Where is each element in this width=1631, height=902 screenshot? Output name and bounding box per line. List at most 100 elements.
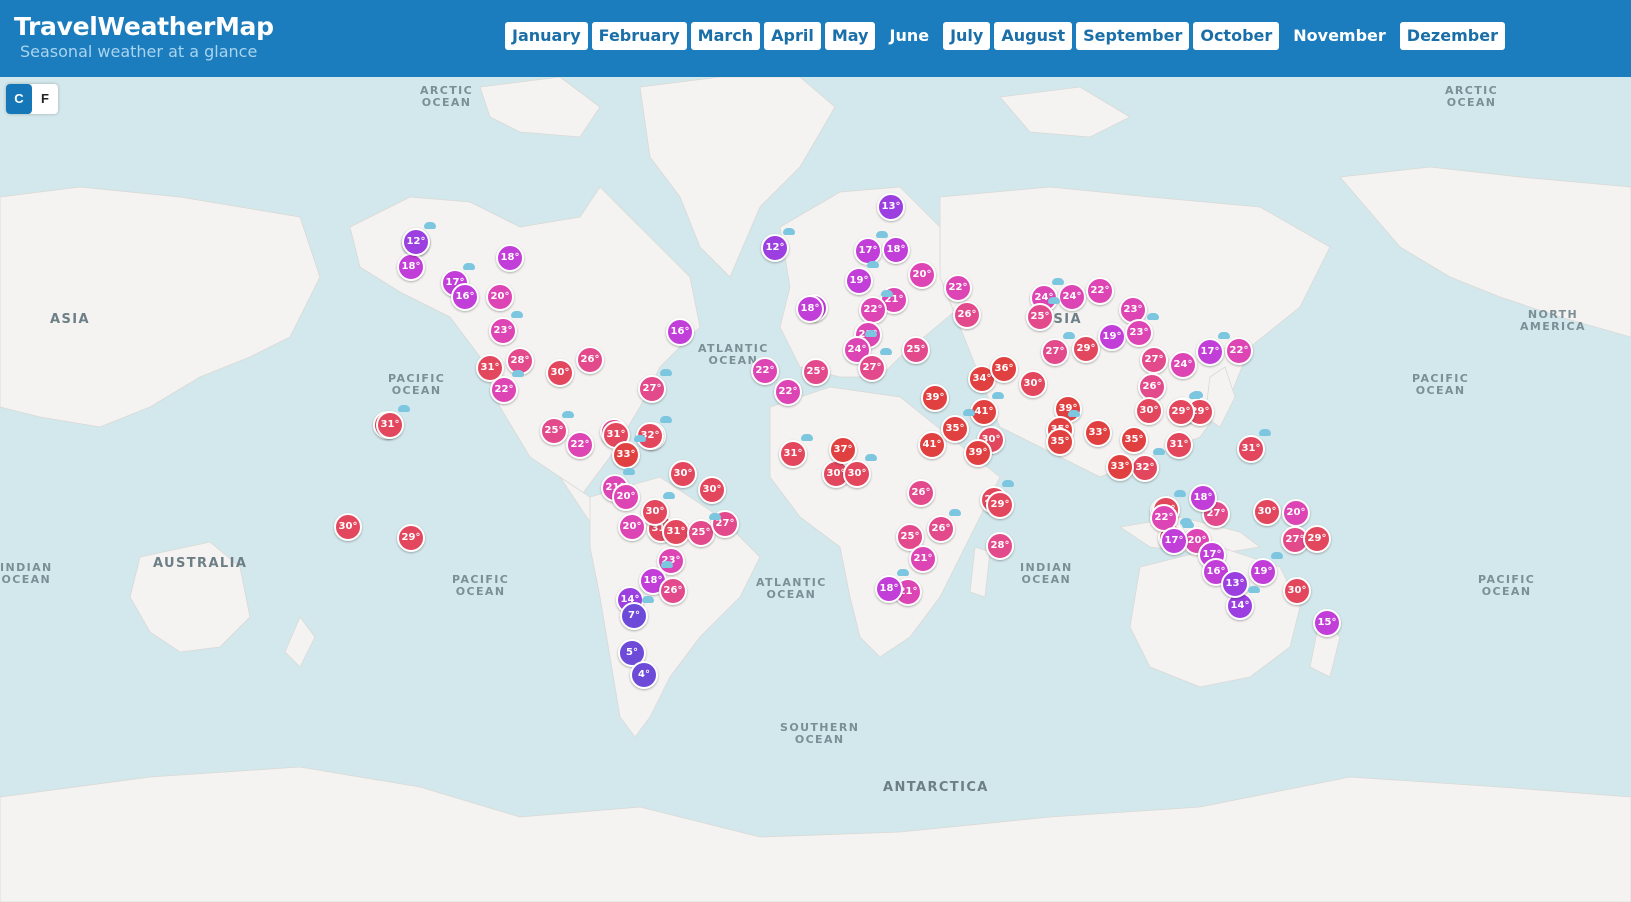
temperature-marker[interactable]: 29° — [1072, 335, 1100, 363]
temperature-marker[interactable]: 15° — [1313, 609, 1341, 637]
temperature-marker[interactable]: 7° — [620, 602, 648, 630]
temperature-marker[interactable]: 18° — [796, 295, 824, 323]
temperature-marker[interactable]: 33° — [1106, 453, 1134, 481]
celsius-button[interactable]: C — [6, 84, 32, 114]
month-button-dezember[interactable]: Dezember — [1399, 22, 1505, 50]
temperature-marker[interactable]: 18° — [397, 253, 425, 281]
temperature-marker[interactable]: 26° — [659, 577, 687, 605]
temperature-marker[interactable]: 18° — [1189, 484, 1217, 512]
temperature-marker[interactable]: 18° — [882, 236, 910, 264]
temperature-marker[interactable]: 22° — [944, 274, 972, 302]
temperature-marker[interactable]: 41° — [970, 398, 998, 426]
temperature-marker[interactable]: 13° — [1221, 570, 1249, 598]
temperature-marker[interactable]: 22° — [566, 431, 594, 459]
temperature-marker[interactable]: 18° — [875, 575, 903, 603]
temperature-marker[interactable]: 35° — [941, 415, 969, 443]
temperature-marker[interactable]: 30° — [843, 460, 871, 488]
temperature-marker[interactable]: 25° — [902, 336, 930, 364]
temperature-marker[interactable]: 17° — [1160, 527, 1188, 555]
month-button-august[interactable]: August — [994, 22, 1073, 50]
temperature-marker[interactable]: 27° — [1041, 338, 1069, 366]
temperature-marker[interactable]: 30° — [334, 513, 362, 541]
month-button-june[interactable]: June — [889, 26, 930, 45]
temperature-marker[interactable]: 28° — [986, 532, 1014, 560]
temperature-marker[interactable]: 16° — [666, 318, 694, 346]
month-button-september[interactable]: September — [1076, 22, 1190, 50]
temperature-marker[interactable]: 31° — [1237, 435, 1265, 463]
temperature-marker[interactable]: 26° — [953, 301, 981, 329]
temperature-marker[interactable]: 19° — [845, 267, 873, 295]
temperature-marker[interactable]: 41° — [918, 431, 946, 459]
temperature-marker[interactable]: 26° — [576, 346, 604, 374]
temperature-marker[interactable]: 31° — [1165, 431, 1193, 459]
temperature-marker[interactable]: 26° — [927, 515, 955, 543]
temperature-marker[interactable]: 31° — [779, 440, 807, 468]
temperature-marker[interactable]: 30° — [669, 460, 697, 488]
temperature-marker[interactable]: 26° — [907, 479, 935, 507]
temperature-marker[interactable]: 30° — [641, 498, 669, 526]
temperature-marker[interactable]: 18° — [496, 244, 524, 272]
temperature-marker[interactable]: 4° — [630, 661, 658, 689]
temperature-marker[interactable]: 24° — [843, 336, 871, 364]
temperature-marker[interactable]: 13° — [877, 193, 905, 221]
temperature-marker[interactable]: 29° — [1167, 398, 1195, 426]
temperature-marker[interactable]: 32° — [636, 422, 664, 450]
temperature-marker[interactable]: 30° — [1019, 370, 1047, 398]
temperature-marker[interactable]: 24° — [1058, 283, 1086, 311]
temperature-marker[interactable]: 20° — [908, 261, 936, 289]
month-button-march[interactable]: March — [690, 22, 761, 50]
temperature-marker[interactable]: 30° — [1135, 397, 1163, 425]
temperature-marker[interactable]: 33° — [1084, 419, 1112, 447]
temperature-marker[interactable]: 32° — [1131, 454, 1159, 482]
fahrenheit-button[interactable]: F — [41, 91, 49, 106]
temperature-marker[interactable]: 16° — [451, 283, 479, 311]
temperature-marker[interactable]: 29° — [986, 491, 1014, 519]
temperature-marker[interactable]: 27° — [858, 354, 886, 382]
temperature-marker[interactable]: 22° — [774, 378, 802, 406]
temperature-marker[interactable]: 22° — [859, 296, 887, 324]
month-button-may[interactable]: May — [824, 22, 876, 50]
temperature-marker[interactable]: 23° — [489, 317, 517, 345]
temperature-marker[interactable]: 35° — [1120, 426, 1148, 454]
month-button-july[interactable]: July — [943, 22, 991, 50]
temperature-marker[interactable]: 29° — [397, 524, 425, 552]
temperature-marker[interactable]: 39° — [921, 384, 949, 412]
temperature-marker[interactable]: 30° — [1283, 577, 1311, 605]
month-button-november[interactable]: November — [1293, 26, 1386, 45]
month-button-january[interactable]: January — [505, 22, 588, 50]
site-title[interactable]: TravelWeatherMap — [14, 12, 274, 41]
temperature-marker[interactable]: 25° — [802, 358, 830, 386]
month-button-february[interactable]: February — [591, 22, 687, 50]
temperature-marker[interactable]: 12° — [402, 228, 430, 256]
temperature-marker[interactable]: 31° — [662, 518, 690, 546]
temperature-marker[interactable]: 30° — [546, 359, 574, 387]
temperature-marker[interactable]: 22° — [1225, 337, 1253, 365]
month-button-april[interactable]: April — [764, 22, 821, 50]
temperature-marker[interactable]: 36° — [990, 355, 1018, 383]
temperature-marker[interactable]: 17° — [1196, 338, 1224, 366]
temperature-marker[interactable]: 22° — [751, 357, 779, 385]
temperature-marker[interactable]: 25° — [1026, 303, 1054, 331]
temperature-marker[interactable]: 22° — [490, 376, 518, 404]
temperature-marker[interactable]: 20° — [486, 283, 514, 311]
temperature-marker[interactable]: 29° — [1303, 525, 1331, 553]
temperature-marker[interactable]: 25° — [540, 417, 568, 445]
temperature-marker[interactable]: 20° — [1282, 499, 1310, 527]
temperature-marker[interactable]: 20° — [618, 513, 646, 541]
temperature-marker[interactable]: 19° — [1098, 323, 1126, 351]
temperature-marker[interactable]: 27° — [1140, 346, 1168, 374]
temperature-marker[interactable]: 21° — [909, 545, 937, 573]
temperature-marker[interactable]: 20° — [612, 483, 640, 511]
temperature-marker[interactable]: 24° — [1169, 351, 1197, 379]
temperature-marker[interactable]: 23° — [1125, 319, 1153, 347]
temperature-marker[interactable]: 19° — [1249, 558, 1277, 586]
month-button-october[interactable]: October — [1193, 22, 1280, 50]
temperature-marker[interactable]: 30° — [1253, 498, 1281, 526]
temperature-marker[interactable]: 37° — [829, 436, 857, 464]
temperature-marker[interactable]: 30° — [698, 476, 726, 504]
temperature-marker[interactable]: 12° — [761, 234, 789, 262]
temperature-marker[interactable]: 22° — [1086, 277, 1114, 305]
temperature-marker[interactable]: 39° — [964, 439, 992, 467]
temperature-marker[interactable]: 31° — [376, 411, 404, 439]
temperature-marker[interactable]: 33° — [612, 441, 640, 469]
